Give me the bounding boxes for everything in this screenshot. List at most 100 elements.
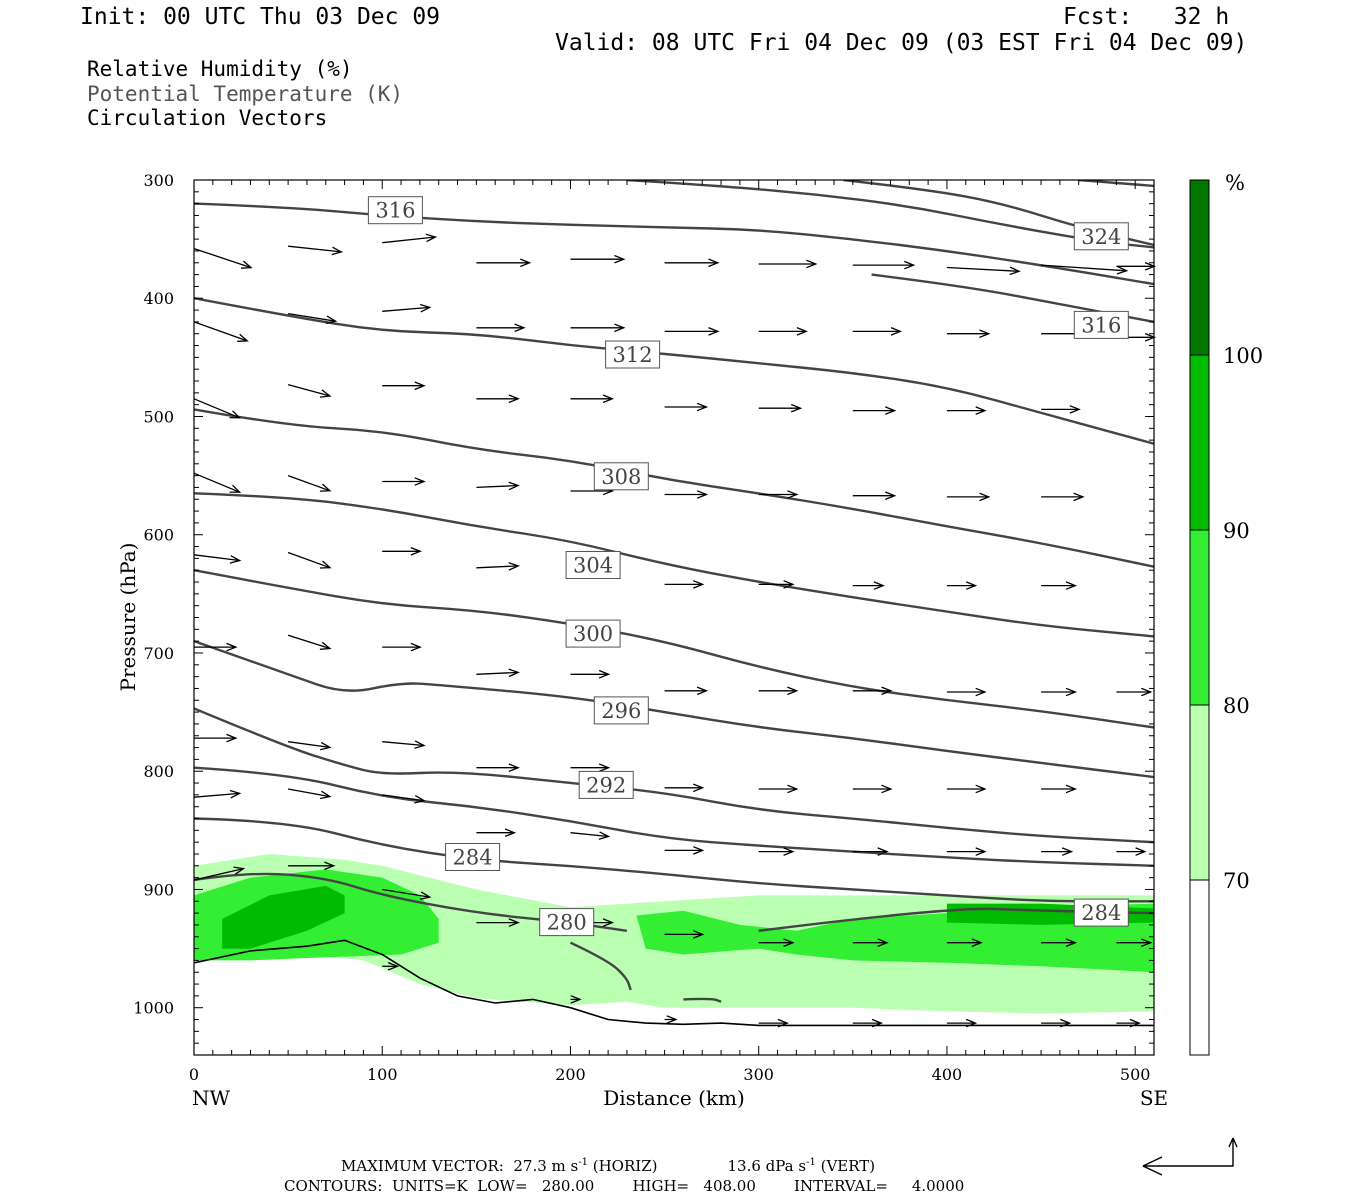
isentrope-line — [194, 297, 1154, 445]
y-tick-label: 600 — [143, 526, 174, 545]
init-time: Init: 00 UTC Thu 03 Dec 09 — [80, 4, 441, 30]
colorbar-segment — [1189, 879, 1210, 1056]
contour-label: 324 — [1073, 222, 1129, 251]
vector-arrow — [946, 581, 978, 590]
vector-arrow — [570, 254, 626, 264]
isentrope-line — [758, 907, 1154, 932]
vector-arrow — [1041, 687, 1078, 697]
vector-arrow — [758, 1018, 789, 1028]
contour-label-text: 316 — [1081, 313, 1121, 337]
vector-arrow — [946, 1018, 978, 1028]
contour-label: 308 — [593, 462, 649, 491]
vector-arrow — [476, 828, 517, 838]
y-axis-title: Pressure (hPa) — [116, 543, 140, 692]
x-tick-label: 100 — [367, 1065, 398, 1084]
vector-arrow — [664, 258, 720, 268]
isentrope-line — [194, 202, 1154, 286]
vector-arrow — [946, 492, 991, 502]
contour-label: 284 — [445, 843, 501, 871]
colorbar-segment — [1189, 704, 1210, 881]
contour-label-text: 296 — [601, 699, 641, 723]
isentrope-line — [194, 817, 1154, 903]
vector-arrow — [570, 831, 611, 840]
vector-arrow — [664, 580, 705, 589]
colorbar-level-label: 70 — [1223, 869, 1250, 893]
vector-arrow — [1116, 938, 1153, 948]
terrain-line — [194, 939, 1154, 1027]
vector-arrow — [758, 490, 799, 499]
colorbar-level-label: 100 — [1223, 344, 1263, 368]
vector-arrow — [193, 789, 242, 799]
vector-arrow — [664, 930, 705, 939]
contour-label-text: 316 — [375, 199, 415, 223]
contour-label-text: 308 — [601, 465, 641, 489]
contour-label-text: 304 — [573, 554, 613, 578]
rh-region-90 — [222, 885, 345, 949]
vector-arrow — [287, 788, 332, 800]
axes: 300 400 500 600 700 800 900 1000 0 100 200 300 400 50… — [116, 171, 1168, 1110]
vector-arrow — [852, 1018, 884, 1028]
vector-arrow — [476, 394, 520, 404]
colorbar-level-label: 90 — [1223, 519, 1250, 543]
vector-arrow — [382, 477, 426, 486]
contour-label-text: 292 — [586, 773, 626, 797]
vector-arrow — [946, 847, 987, 856]
isentrope-line — [871, 273, 1154, 324]
contour-label: 296 — [593, 696, 649, 725]
x-axis-title: Distance (km) — [603, 1086, 745, 1110]
x-tick-label: 500 — [1120, 1065, 1151, 1084]
vector-arrow — [946, 266, 1021, 276]
isentrope-line — [194, 492, 1154, 638]
vector-arrow — [852, 491, 897, 501]
vector-arrow — [758, 403, 803, 413]
vector-arrow — [664, 402, 709, 412]
colorbar-level-label: 80 — [1223, 694, 1250, 718]
vector-arrow — [382, 642, 422, 652]
vector-arrow — [1041, 492, 1085, 502]
vector-arrow — [758, 938, 795, 948]
contours-info: CONTOURS: UNITS=K LOW= 280.00 HIGH= 408.… — [284, 1177, 965, 1195]
contour-label: 284 — [1073, 898, 1129, 927]
vector-arrow — [570, 394, 615, 404]
colorbar-segment — [1189, 354, 1210, 531]
x-end-label-se: SE — [1140, 1086, 1168, 1110]
contour-labels: 316 324 316 312 308 304 300 296 292 284 280 284 — [367, 196, 1129, 937]
vector-arrow — [476, 323, 526, 333]
isentrope-line — [194, 766, 1154, 867]
vector-arrow — [570, 763, 611, 773]
y-tick-label: 1000 — [133, 999, 174, 1018]
isentrope-line — [683, 997, 722, 1003]
vector-arrow — [570, 995, 582, 1004]
vector-arrow — [193, 866, 246, 881]
contour-label-text: 280 — [547, 911, 587, 935]
vector-arrow — [193, 554, 242, 564]
contour-label: 312 — [605, 340, 661, 369]
vector-arrow — [382, 233, 438, 244]
vector-arrow — [664, 846, 705, 855]
contour-label: 280 — [539, 908, 595, 937]
vector-arrow — [852, 686, 893, 696]
x-tick-label: 300 — [743, 1065, 774, 1084]
vector-arrow — [476, 763, 520, 773]
vector-arrow — [852, 406, 897, 415]
vector-arrow — [570, 669, 611, 679]
y-tick-label: 400 — [143, 289, 174, 308]
reference-vector — [1142, 1137, 1238, 1176]
vector-arrow — [288, 245, 344, 256]
contour-label: 300 — [565, 619, 621, 648]
vector-arrow — [946, 687, 987, 697]
vector-arrow — [476, 562, 520, 571]
vector-arrow — [1041, 264, 1129, 275]
isentrope-line — [194, 639, 1154, 779]
vector-arrow — [1041, 581, 1078, 590]
vector-arrow — [758, 847, 795, 856]
contour-label-text: 324 — [1081, 225, 1121, 249]
vector-arrow — [946, 406, 987, 415]
max-vector-text: MAXIMUM VECTOR: 27.3 m s-1 (HORIZ) 13.6 d… — [341, 1157, 876, 1175]
contour-label: 316 — [367, 196, 423, 225]
field-theta-label: Potential Temperature (K) — [87, 82, 404, 106]
x-tick-label: 400 — [932, 1065, 963, 1084]
y-tick-label: 800 — [143, 762, 174, 781]
vector-arrow — [193, 398, 242, 419]
vector-arrow — [1116, 1018, 1141, 1028]
